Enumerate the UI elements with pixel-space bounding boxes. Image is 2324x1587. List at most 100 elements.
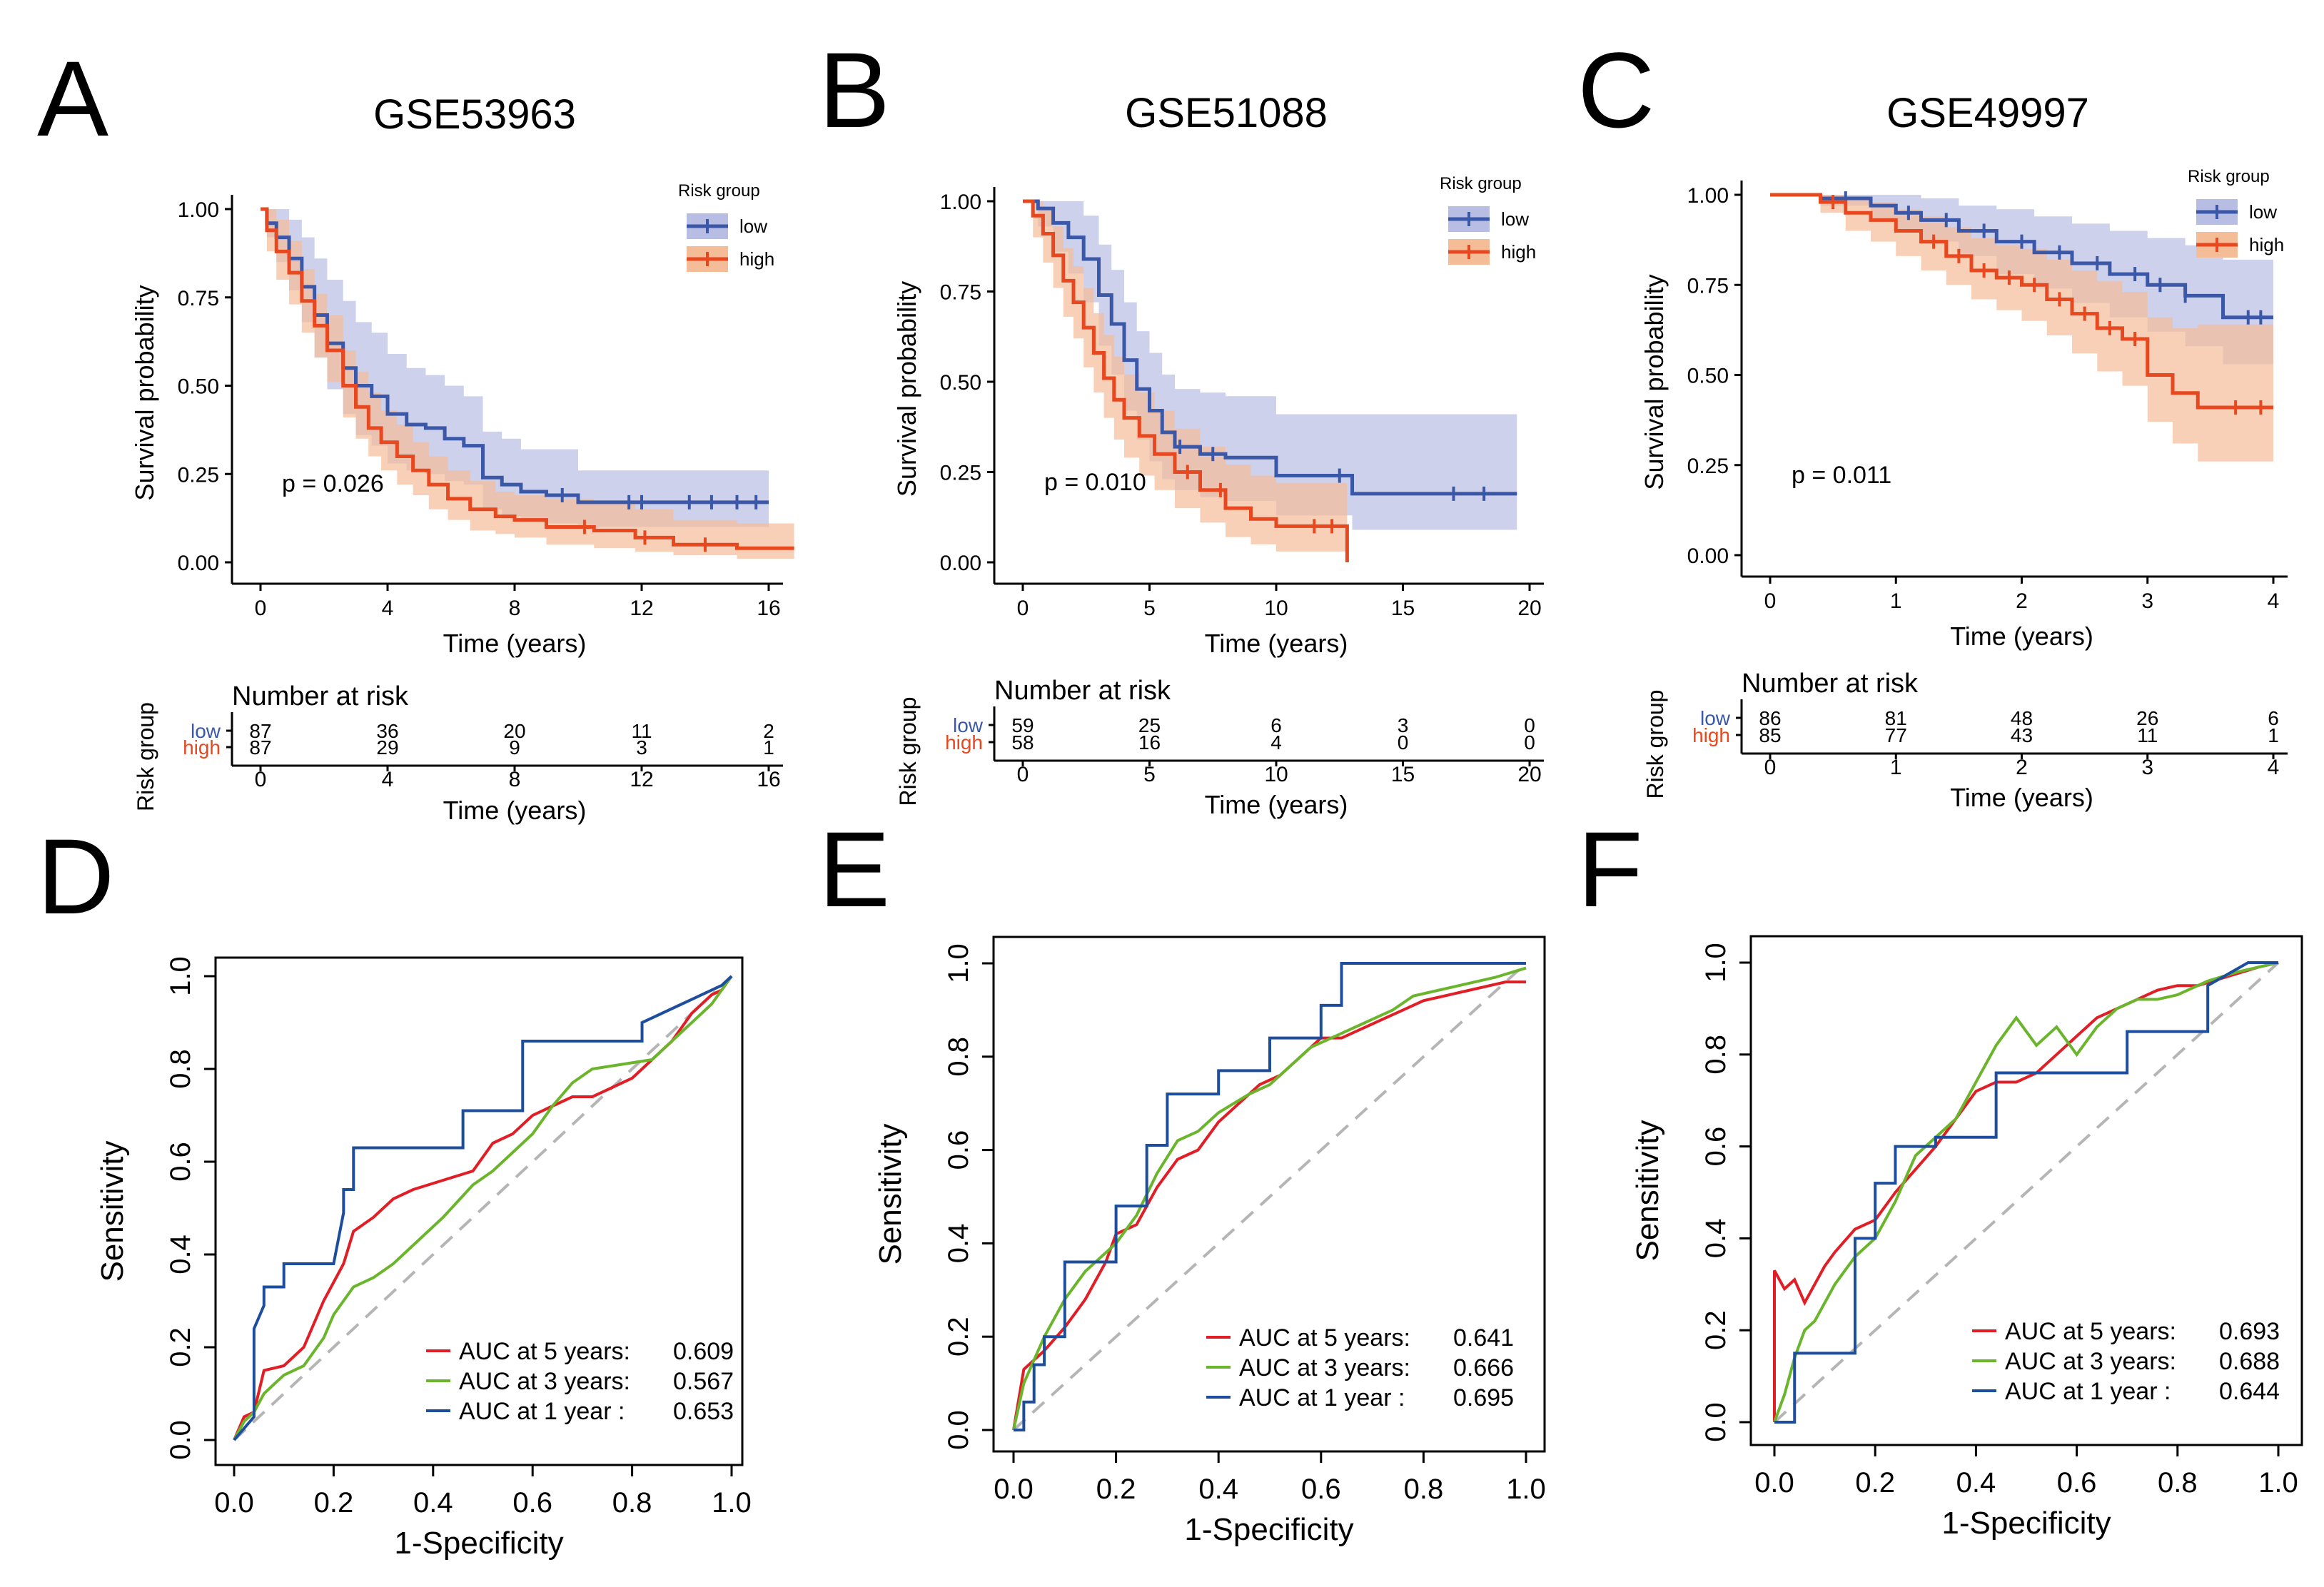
x-tick-label: 1 [1890,589,1902,613]
risk-x-tick-label: 0 [1017,763,1029,786]
risk-count: 43 [2011,724,2033,746]
km-chart-b: GSE51088 0.00 0.25 0.50 0.75 1.00 0 5 10 15 20 Time… [892,90,1544,819]
x-axis-label: 1-Specificity [1941,1506,2111,1541]
y-tick-label: 0.50 [178,375,219,399]
y-tick-label: 0.2 [165,1327,196,1367]
legend-label-low: low [739,216,767,237]
roc-curve-3y [1012,966,1527,1431]
legend-label: AUC at 3 years: [459,1368,630,1395]
risk-row-label-low: low [953,714,984,736]
x-tick-label: 10 [1264,597,1288,620]
risk-count: 3 [1398,714,1409,736]
legend-label: AUC at 1 year : [1239,1384,1405,1411]
x-axis-label: 1-Specificity [394,1526,563,1561]
km-curve-high [1023,199,1349,562]
x-tick-label: 20 [1517,597,1541,620]
y-tick-label: 0.0 [943,1410,974,1450]
x-tick-label: 0.4 [413,1487,453,1518]
risk-table-title: Number at risk [994,676,1171,706]
y-tick-label: 1.0 [943,943,974,983]
risk-table-title: Number at risk [1742,669,1919,699]
risk-count: 29 [376,736,398,759]
y-tick-label: 0.8 [943,1037,974,1077]
risk-count: 0 [1524,731,1535,754]
risk-count: 4 [1270,731,1282,754]
x-tick-label: 1.0 [712,1487,752,1518]
y-tick-label: 0.8 [1700,1035,1732,1075]
y-axis-label: Sensitivity [95,1140,130,1282]
risk-count: 36 [376,720,398,742]
risk-x-tick-label: 1 [1890,756,1902,779]
legend-value: 0.666 [1453,1354,1514,1381]
legend-label-high: high [2249,234,2284,255]
risk-x-tick-label: 3 [2141,756,2153,779]
y-tick-label: 0.0 [1700,1402,1732,1442]
x-tick-label: 0.0 [1754,1467,1794,1499]
x-tick-label: 0.4 [1956,1467,1996,1499]
risk-x-tick-label: 0 [255,768,267,791]
legend-label: AUC at 1 year : [459,1398,625,1425]
y-tick-label: 0.6 [165,1142,196,1182]
y-tick-label: 0.25 [940,462,981,485]
ci-band-low [1023,201,1517,530]
legend-value: 0.609 [673,1338,734,1365]
y-tick-label: 1.00 [940,191,981,214]
y-tick-label: 0.25 [178,463,219,487]
km-curve-low [1023,199,1517,496]
x-tick-label: 2 [2016,589,2028,613]
y-tick-label: 0.8 [165,1049,196,1089]
risk-x-tick-label: 8 [509,768,521,791]
risk-count: 87 [249,720,271,742]
x-tick-label: 0.4 [1198,1474,1238,1505]
legend-label: AUC at 3 years: [2005,1348,2176,1375]
km-curve-low [261,207,769,505]
risk-count: 20 [503,720,525,742]
y-tick-label: 0.2 [1700,1310,1732,1350]
legend-value: 0.695 [1453,1384,1514,1411]
x-tick-label: 0.8 [612,1487,652,1518]
risk-table-ylabel: Risk group [895,697,921,806]
risk-count: 3 [636,736,647,759]
risk-x-axis-label: Time (years) [1950,783,2093,812]
risk-table-ylabel: Risk group [1642,690,1668,799]
panel-letter-c: C [1577,30,1654,150]
y-tick-label: 0.25 [1687,455,1729,478]
chart-title: GSE51088 [1125,90,1328,136]
legend-label-high: high [1501,241,1536,263]
risk-x-axis-label: Time (years) [443,796,587,825]
legend-label: AUC at 5 years: [459,1338,630,1365]
risk-x-tick-label: 4 [382,768,394,791]
y-axis-label: Survival probability [130,285,159,500]
x-tick-label: 0.2 [1855,1467,1895,1499]
legend-value: 0.693 [2219,1318,2280,1345]
x-axis-label: 1-Specificity [1184,1512,1353,1547]
risk-count: 86 [1759,707,1781,729]
panel-letter-b: B [819,30,890,150]
risk-table-ylabel: Risk group [133,702,158,811]
y-tick-label: 0.00 [1687,544,1729,568]
x-tick-label: 0 [1017,597,1029,620]
risk-row-label-low: low [191,720,221,742]
roc-chart-e: 0.0 0.2 0.4 0.6 0.8 1.0 0.0 0.2 0.4 0.6 0.8 1.0 1-Sp… [873,936,1546,1547]
km-chart-a: GSE53963 0.00 0.25 0.50 0.75 1.00 0 4 8 12 16 Time … [130,91,794,825]
roc-curve-1y [1014,962,1526,1431]
legend-label-low: low [1501,208,1529,230]
legend-label: AUC at 1 year : [2005,1378,2171,1405]
ci-band-high [1770,195,2273,462]
x-tick-label: 12 [630,597,653,620]
roc-curve-5y [1012,980,1526,1431]
y-axis-label: Sensitivity [873,1123,908,1264]
legend-title: Risk group [678,181,760,201]
plot-frame [214,956,744,1466]
risk-x-tick-label: 12 [630,768,653,791]
y-tick-label: 1.0 [165,956,196,996]
risk-x-tick-label: 15 [1391,763,1415,786]
risk-count: 6 [2268,707,2279,729]
risk-row-label-low: low [1700,707,1731,729]
km-chart-c: GSE49997 0.00 0.25 0.50 0.75 1.00 0 1 2 3 4 Time (y… [1640,90,2288,812]
x-tick-label: 0.0 [214,1487,254,1518]
x-tick-label: 4 [382,597,394,620]
risk-count: 48 [2011,707,2033,729]
risk-x-tick-label: 20 [1517,763,1541,786]
y-tick-label: 0.6 [1700,1127,1732,1167]
